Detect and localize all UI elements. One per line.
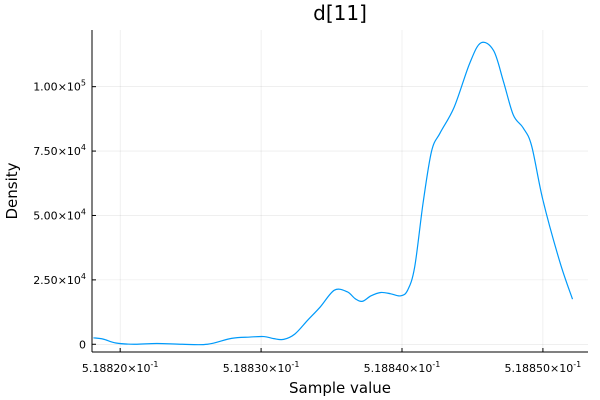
- y-ticks: 0 2.50×104 5.00×104 7.50×104 1.00×105: [33, 79, 96, 351]
- x-tick-label: 5.18850×10-1: [505, 360, 582, 375]
- grid-lines: [92, 30, 588, 352]
- y-tick-label: 7.50×104: [33, 143, 86, 158]
- density-series-line: [93, 41, 574, 346]
- x-tick-label: 5.18830×10-1: [223, 360, 300, 375]
- x-tick-label: 5.18820×10-1: [82, 360, 159, 375]
- y-tick-label: 2.50×104: [33, 272, 86, 287]
- x-tick-label: 5.18840×10-1: [364, 360, 441, 375]
- y-tick-label: 1.00×105: [33, 79, 86, 94]
- chart-title: d[11]: [313, 1, 367, 25]
- x-ticks: 5.18820×10-1 5.18830×10-1 5.18840×10-1 5.18…: [82, 348, 581, 375]
- y-axis-label: Density: [3, 162, 21, 219]
- y-tick-label: 0: [79, 338, 86, 351]
- y-tick-label: 5.00×104: [33, 207, 86, 222]
- axes: [91, 30, 588, 353]
- x-axis-label: Sample value: [289, 379, 391, 397]
- plot-area: [93, 41, 574, 346]
